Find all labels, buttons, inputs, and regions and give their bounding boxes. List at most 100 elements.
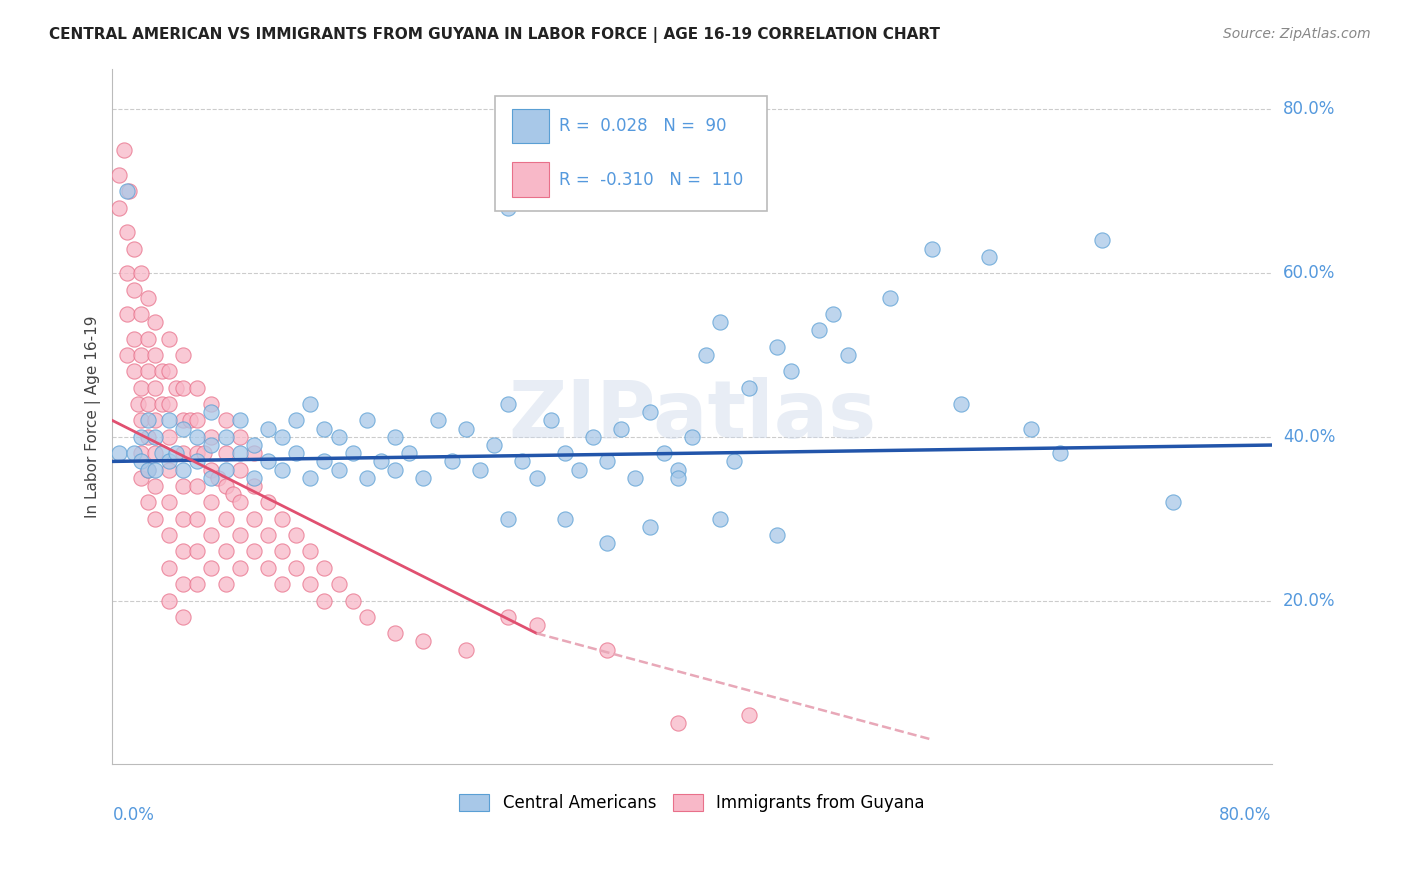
- Point: [610, 422, 633, 436]
- Point: [200, 495, 222, 509]
- Point: [526, 618, 548, 632]
- Point: [299, 544, 322, 558]
- Point: [115, 307, 138, 321]
- Point: [242, 446, 264, 460]
- Point: [122, 242, 145, 256]
- Point: [129, 381, 152, 395]
- Point: [482, 438, 505, 452]
- Point: [172, 577, 194, 591]
- Point: [723, 454, 745, 468]
- Point: [186, 413, 208, 427]
- Point: [186, 454, 208, 468]
- Text: Source: ZipAtlas.com: Source: ZipAtlas.com: [1223, 27, 1371, 41]
- Point: [568, 462, 591, 476]
- Text: R =  0.028   N =  90: R = 0.028 N = 90: [558, 117, 727, 136]
- Point: [150, 446, 173, 460]
- Point: [115, 266, 138, 280]
- Text: R =  -0.310   N =  110: R = -0.310 N = 110: [558, 171, 742, 189]
- Point: [143, 479, 166, 493]
- Point: [285, 561, 308, 575]
- Point: [172, 348, 194, 362]
- Point: [122, 332, 145, 346]
- Point: [136, 462, 159, 476]
- Point: [200, 528, 222, 542]
- Point: [879, 291, 901, 305]
- Point: [200, 438, 222, 452]
- Point: [157, 593, 180, 607]
- Point: [172, 479, 194, 493]
- Point: [554, 446, 576, 460]
- Point: [681, 430, 703, 444]
- Point: [709, 315, 731, 329]
- Point: [214, 512, 236, 526]
- Point: [207, 471, 229, 485]
- Point: [186, 544, 208, 558]
- Point: [115, 348, 138, 362]
- Point: [228, 413, 250, 427]
- Point: [214, 462, 236, 476]
- Point: [228, 495, 250, 509]
- Point: [129, 307, 152, 321]
- Point: [808, 323, 831, 337]
- Point: [1021, 422, 1043, 436]
- Point: [299, 577, 322, 591]
- Point: [921, 242, 943, 256]
- Point: [328, 462, 350, 476]
- Point: [150, 364, 173, 378]
- Point: [242, 471, 264, 485]
- Point: [200, 471, 222, 485]
- Point: [582, 430, 605, 444]
- Point: [129, 348, 152, 362]
- Point: [143, 446, 166, 460]
- Point: [150, 397, 173, 411]
- Point: [214, 577, 236, 591]
- Point: [440, 454, 463, 468]
- Point: [186, 381, 208, 395]
- Text: 60.0%: 60.0%: [1282, 264, 1336, 282]
- Text: 40.0%: 40.0%: [1282, 428, 1336, 446]
- Point: [214, 479, 236, 493]
- Point: [384, 430, 406, 444]
- Point: [129, 266, 152, 280]
- Point: [356, 610, 378, 624]
- Point: [186, 577, 208, 591]
- Point: [122, 364, 145, 378]
- Point: [157, 430, 180, 444]
- Point: [356, 413, 378, 427]
- Point: [540, 413, 562, 427]
- Point: [129, 413, 152, 427]
- Point: [257, 454, 280, 468]
- Point: [214, 430, 236, 444]
- Point: [780, 364, 803, 378]
- FancyBboxPatch shape: [512, 162, 550, 196]
- Point: [257, 528, 280, 542]
- Point: [384, 626, 406, 640]
- Point: [200, 397, 222, 411]
- Point: [129, 471, 152, 485]
- Point: [596, 536, 619, 550]
- Point: [314, 561, 336, 575]
- Point: [737, 708, 759, 723]
- Point: [165, 381, 187, 395]
- FancyBboxPatch shape: [512, 109, 550, 143]
- Point: [143, 462, 166, 476]
- Point: [193, 446, 215, 460]
- Point: [412, 634, 434, 648]
- Point: [356, 471, 378, 485]
- Point: [186, 512, 208, 526]
- Point: [496, 512, 519, 526]
- Point: [638, 405, 661, 419]
- Point: [214, 446, 236, 460]
- Point: [129, 454, 152, 468]
- Point: [257, 422, 280, 436]
- Point: [136, 413, 159, 427]
- Point: [186, 479, 208, 493]
- Point: [766, 340, 789, 354]
- Point: [766, 528, 789, 542]
- Point: [143, 315, 166, 329]
- Point: [228, 528, 250, 542]
- Point: [314, 593, 336, 607]
- Point: [257, 495, 280, 509]
- Point: [526, 471, 548, 485]
- Text: 80.0%: 80.0%: [1219, 806, 1271, 824]
